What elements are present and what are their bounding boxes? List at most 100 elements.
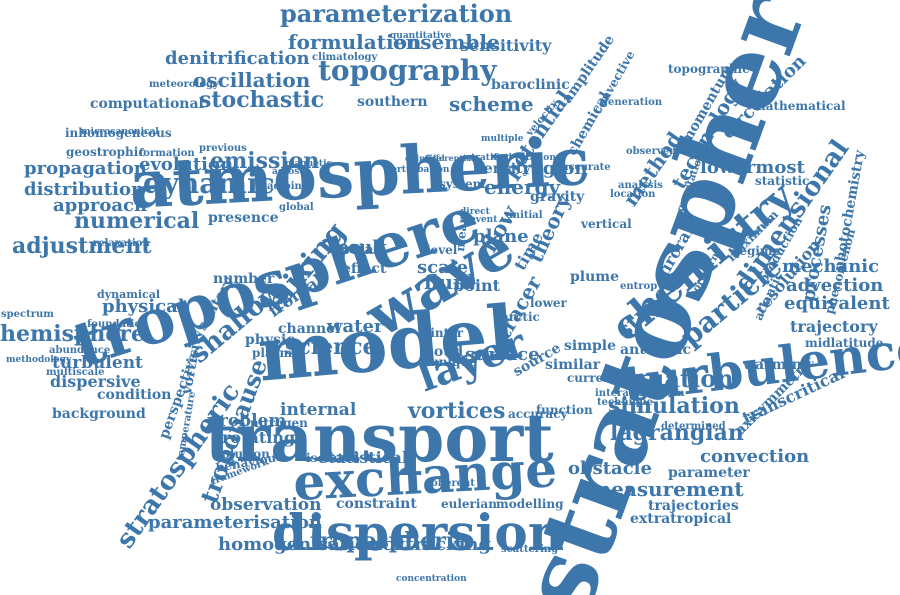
cloud-word-vertical: vertical bbox=[581, 217, 632, 231]
cloud-word-aerosol: aerosol bbox=[272, 167, 309, 177]
cloud-word-trajectory: trajectory bbox=[790, 317, 878, 336]
cloud-word-effect: effect bbox=[342, 261, 387, 277]
cloud-word-current: current bbox=[567, 371, 618, 385]
cloud-word-density: density bbox=[474, 161, 531, 177]
cloud-word-climatology: climatology bbox=[312, 52, 378, 63]
cloud-word-technique: technique bbox=[597, 397, 654, 408]
cloud-word-determined: determined bbox=[661, 421, 726, 432]
cloud-word-multiple: multiple bbox=[481, 134, 524, 144]
cloud-word-lowermost: lowermost bbox=[700, 157, 805, 178]
cloud-word-plume: plume bbox=[570, 269, 620, 285]
cloud-word-observed: observed bbox=[626, 146, 677, 157]
cloud-word-arctic: arctic bbox=[501, 310, 540, 324]
cloud-word-parameter: parameter bbox=[668, 465, 750, 481]
cloud-word-scattering: scattering bbox=[501, 544, 559, 555]
cloud-word-observation: observation bbox=[210, 495, 322, 515]
cloud-word-ensemble: ensemble bbox=[393, 30, 500, 54]
cloud-word-baroclinic: baroclinic bbox=[491, 77, 570, 93]
cloud-word-distribution: distribution bbox=[24, 179, 145, 200]
cloud-word-extratropical: extratropical bbox=[630, 511, 732, 527]
cloud-word-level: level bbox=[426, 243, 458, 257]
cloud-word-function: function bbox=[536, 403, 593, 417]
cloud-word-equation: equation bbox=[615, 364, 734, 393]
cloud-word-statistic: statistic bbox=[755, 174, 810, 188]
cloud-word-surface: surface bbox=[465, 344, 540, 365]
cloud-word-polar: polar bbox=[340, 242, 381, 258]
cloud-word-convection: convection bbox=[700, 446, 810, 467]
cloud-word-unique: unique bbox=[430, 355, 477, 369]
cloud-word-sensitivity: sensitivity bbox=[460, 36, 552, 55]
cloud-word-differential: differential bbox=[424, 153, 475, 163]
cloud-word-analysis: analysis bbox=[618, 180, 663, 191]
cloud-word-coherent: coherent bbox=[425, 478, 475, 489]
cloud-word-regime: regime bbox=[733, 244, 781, 258]
cloud-word-backtracking: backtracking bbox=[358, 534, 492, 555]
cloud-word-perturbation: perturbation bbox=[385, 165, 450, 175]
cloud-word-magnetic: magnetic bbox=[285, 159, 332, 169]
cloud-word-plane: plane bbox=[473, 226, 529, 247]
cloud-word-plasma: plasma bbox=[252, 346, 300, 360]
cloud-word-parameterization: parameterization bbox=[280, 0, 513, 28]
cloud-word-emission: emission bbox=[210, 148, 320, 174]
cloud-word-rotational: rotational bbox=[515, 153, 566, 163]
cloud-word-accuracy: accuracy bbox=[508, 407, 568, 421]
cloud-word-water: water bbox=[327, 316, 384, 337]
cloud-word-modelling: modelling bbox=[496, 497, 564, 511]
cloud-word-number: number bbox=[213, 271, 275, 287]
cloud-word-gravity: gravity bbox=[530, 189, 585, 205]
cloud-word-mechanic: mechanic bbox=[782, 256, 880, 277]
cloud-word-topographic: topographic bbox=[668, 62, 750, 76]
cloud-word-airstream: airstream bbox=[630, 388, 685, 399]
cloud-word-rotating: rotating bbox=[222, 428, 296, 447]
cloud-word-event: event bbox=[470, 215, 498, 225]
cloud-word-condition: condition bbox=[97, 387, 172, 403]
cloud-word-concentration: concentration bbox=[396, 574, 467, 584]
cloud-word-global: global bbox=[279, 202, 314, 213]
cloud-word-equivalent: equivalent bbox=[784, 293, 890, 314]
cloud-word-homogenisation: homogenisation bbox=[218, 534, 381, 555]
cloud-word-physic: physic bbox=[245, 332, 295, 348]
cloud-word-vortices: vortices bbox=[408, 398, 506, 424]
cloud-word-mathematical: mathematical bbox=[753, 99, 846, 113]
cloud-word-generation: generation bbox=[601, 97, 663, 108]
cloud-word-formation: formation bbox=[139, 148, 195, 159]
cloud-word-dynamical: dynamical bbox=[97, 288, 161, 301]
cloud-word-elliptical: elliptical bbox=[405, 153, 445, 163]
cloud-word-methodology: methodology bbox=[6, 355, 72, 365]
cloud-word-scheme: scheme bbox=[449, 92, 534, 116]
cloud-word-dynamic: dynamic bbox=[143, 167, 275, 200]
cloud-word-fluid: fluid bbox=[424, 270, 475, 294]
cloud-word-physical: physical bbox=[102, 296, 185, 317]
cloud-word-cloud: cloud bbox=[420, 344, 464, 360]
cloud-word-science: science bbox=[285, 334, 377, 360]
cloud-word-adjustment: adjustment bbox=[12, 233, 152, 259]
cloud-word-simple: simple bbox=[564, 338, 617, 354]
cloud-word-evolution: evolution bbox=[139, 154, 234, 175]
cloud-word-simulation: simulation bbox=[608, 393, 740, 419]
cloud-word-turbulent: turbulent bbox=[52, 353, 143, 373]
cloud-word-nitrogen: nitrogen bbox=[250, 416, 308, 430]
cloud-word-solution: solution bbox=[215, 447, 270, 461]
cloud-word-quantitative: quantitative bbox=[390, 31, 452, 41]
cloud-word-microcanonical: microcanonical bbox=[81, 127, 159, 137]
cloud-word-tropospheric: tropospheric bbox=[310, 528, 468, 554]
cloud-word-inhomogeneous: inhomogeneous bbox=[65, 126, 172, 140]
cloud-word-antarctic: antarctic bbox=[620, 342, 691, 358]
cloud-word-energy: energy bbox=[484, 175, 561, 199]
cloud-word-computational: computational bbox=[90, 96, 204, 112]
cloud-word-isolated: isolated bbox=[306, 451, 360, 465]
cloud-word-propagation: propagation bbox=[24, 158, 147, 179]
cloud-word-statistical: statistical bbox=[319, 448, 408, 467]
cloud-word-internal: internal bbox=[280, 400, 357, 420]
cloud-word-advection: advection bbox=[786, 275, 884, 296]
cloud-word-dispersive: dispersive bbox=[50, 372, 141, 391]
cloud-word-lower: lower bbox=[530, 296, 567, 310]
cloud-word-numerical: numerical bbox=[74, 208, 200, 234]
cloud-word-geostrophic: geostrophic bbox=[66, 145, 146, 159]
cloud-word-obstacle: obstacle bbox=[568, 458, 652, 479]
cloud-word-background: background bbox=[52, 406, 146, 422]
cloud-word-parameterisation: parameterisation bbox=[148, 512, 323, 533]
cloud-word-eulerian: eulerian bbox=[441, 497, 497, 511]
cloud-word-adjoint: adjoint bbox=[267, 181, 307, 192]
